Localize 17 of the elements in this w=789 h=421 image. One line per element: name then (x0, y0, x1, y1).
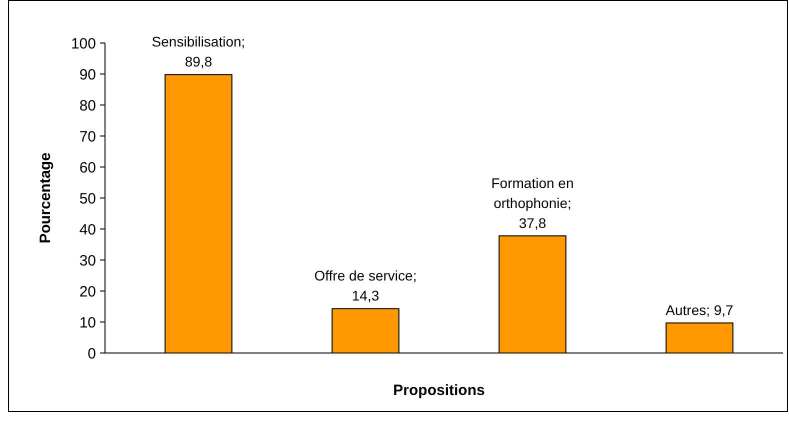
y-tick-label: 20 (79, 283, 96, 300)
y-axis-title: Pourcentage (37, 152, 54, 244)
x-axis-title: Propositions (393, 382, 485, 399)
y-tick-label: 60 (79, 159, 96, 176)
data-label: Autres; 9,7 (666, 302, 734, 318)
y-tick-label: 50 (79, 190, 96, 208)
data-label: Sensibilisation; 89,8 (152, 34, 246, 70)
data-label: Offre de service; 14,3 (314, 268, 417, 304)
y-tick-label: 100 (70, 35, 96, 52)
y-tick-label: 80 (79, 97, 96, 114)
data-label: Formation en orthophonie; 37,8 (491, 174, 574, 231)
y-tick-label: 70 (79, 128, 96, 146)
y-tick-label: 10 (79, 314, 96, 332)
y-tick-label: 90 (79, 66, 96, 84)
y-tick-label: 0 (88, 345, 96, 362)
y-tick-label: 40 (79, 221, 96, 238)
y-tick-label: 30 (79, 252, 96, 270)
